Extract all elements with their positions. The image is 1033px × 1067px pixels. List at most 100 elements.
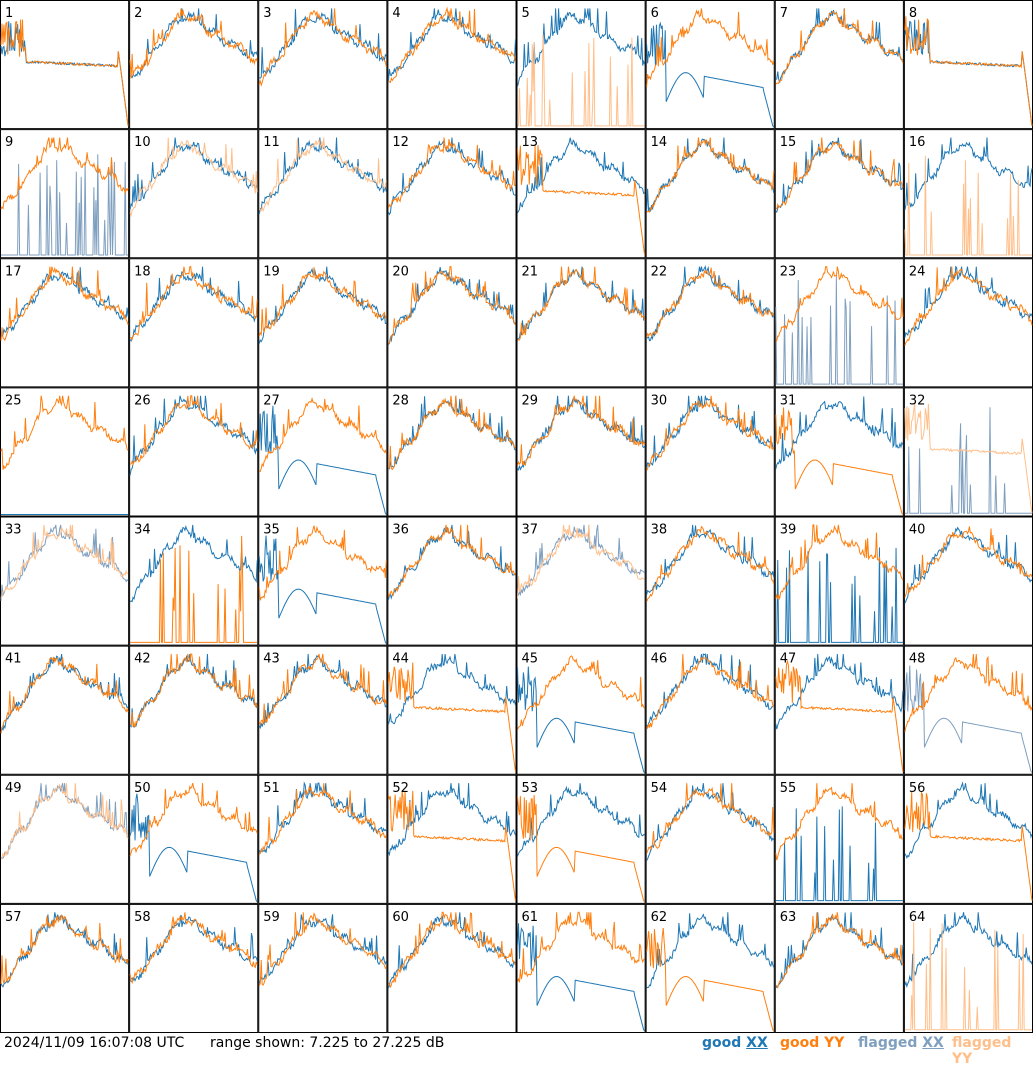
panel-16: 16 [903,129,1033,259]
panel-17: 17 [0,258,130,388]
series-xx-line [517,783,645,857]
panel-9: 9 [0,129,130,259]
series-yy-line [387,662,516,772]
panel-number: 60 [392,910,409,925]
panel-frame [258,516,388,646]
panel-26: 26 [129,387,259,517]
series-xx-line [904,526,1033,604]
series-xx-line [646,912,775,989]
panel-25: 25 [0,387,130,517]
panel-frame [774,258,904,388]
panel-30: 30 [645,387,775,517]
panel-number: 22 [651,264,668,279]
series-yy-line [258,137,387,213]
panel-number: 2 [134,6,142,21]
panel-frame [774,129,904,259]
series-xx-line [0,912,129,988]
series-yy-line [517,395,646,466]
panel-number: 34 [134,523,151,538]
series-xx-line [387,653,516,725]
series-xx-line [517,666,645,774]
panel-frame [0,774,130,904]
series-xx-line [258,914,387,984]
series-yy-line [387,137,516,209]
panel-4: 4 [387,0,517,130]
panel-number: 5 [522,6,530,21]
panel-8: 8 [903,0,1033,130]
panel-frame [258,903,388,1033]
panel-number: 12 [392,135,409,150]
panel-number: 63 [780,910,797,925]
panel-number: 25 [5,393,22,408]
series-yy-line [258,267,387,337]
series-xx-line [129,793,258,903]
panel-number: 30 [651,393,668,408]
series-yy-line [517,145,646,256]
panel-32: 32 [903,387,1033,517]
panel-63: 63 [774,903,904,1033]
panel-number: 58 [134,910,151,925]
series-xx-line [1,154,129,256]
series-yy-line [646,525,775,602]
panel-frame [774,516,904,646]
series-yy-line [129,8,258,79]
panel-18: 18 [129,258,259,388]
panel-43: 43 [258,645,388,775]
series-xx-line [387,524,516,601]
panel-57: 57 [0,903,130,1033]
series-xx-line [646,265,775,342]
panel-number: 18 [134,264,151,279]
panel-number: 17 [5,264,22,279]
series-xx-line [517,923,645,1032]
panel-number: 37 [522,523,539,538]
panel-34: 34 [129,516,259,646]
panel-number: 52 [392,781,409,796]
series-yy-line [129,266,258,341]
panel-number: 31 [780,393,797,408]
series-yy-line [646,137,775,213]
panel-1: 1 [0,0,130,130]
panel-58: 58 [129,903,259,1033]
panel-37: 37 [516,516,646,646]
panel-number: 59 [263,910,280,925]
panel-52: 52 [387,774,517,904]
panel-number: 35 [263,523,280,538]
series-yy-line [775,659,904,772]
series-yy-line [775,524,904,601]
series-xx-line [904,665,1033,774]
series-yy-line [517,34,645,127]
series-yy-line [904,266,1033,346]
panel-29: 29 [516,387,646,517]
series-xx-line [775,396,904,470]
series-yy-line [0,19,129,126]
series-xx-line [517,137,645,214]
panel-number: 57 [5,910,22,925]
panel-number: 42 [134,652,151,667]
panel-frame [645,645,775,775]
series-xx-line [258,405,387,515]
series-yy-line [258,525,387,601]
series-yy-line [517,524,645,599]
panel-frame [645,258,775,388]
panel-47: 47 [774,645,904,775]
panel-number: 53 [522,781,539,796]
series-yy-line [0,137,129,210]
series-xx-line [775,8,904,83]
panel-number: 10 [134,135,151,150]
series-yy-line [258,912,387,987]
footer: 2024/11/09 16:07:08 UTC range shown: 7.2… [0,1033,1033,1067]
series-xx-line [387,137,516,216]
panel-3: 3 [258,0,388,130]
panel-45: 45 [516,645,646,775]
panel-frame [387,129,517,259]
panel-6: 6 [645,0,775,130]
panel-7: 7 [774,0,904,130]
panel-number: 44 [392,652,409,667]
series-yy-line [904,526,1033,598]
range-label: range shown: 7.225 to 27.225 dB [210,1035,445,1051]
panel-49: 49 [0,774,130,904]
series-yy-line [904,922,1032,1031]
panel-number: 36 [392,523,409,538]
panel-frame [516,903,646,1033]
series-yy-line [1,783,129,860]
